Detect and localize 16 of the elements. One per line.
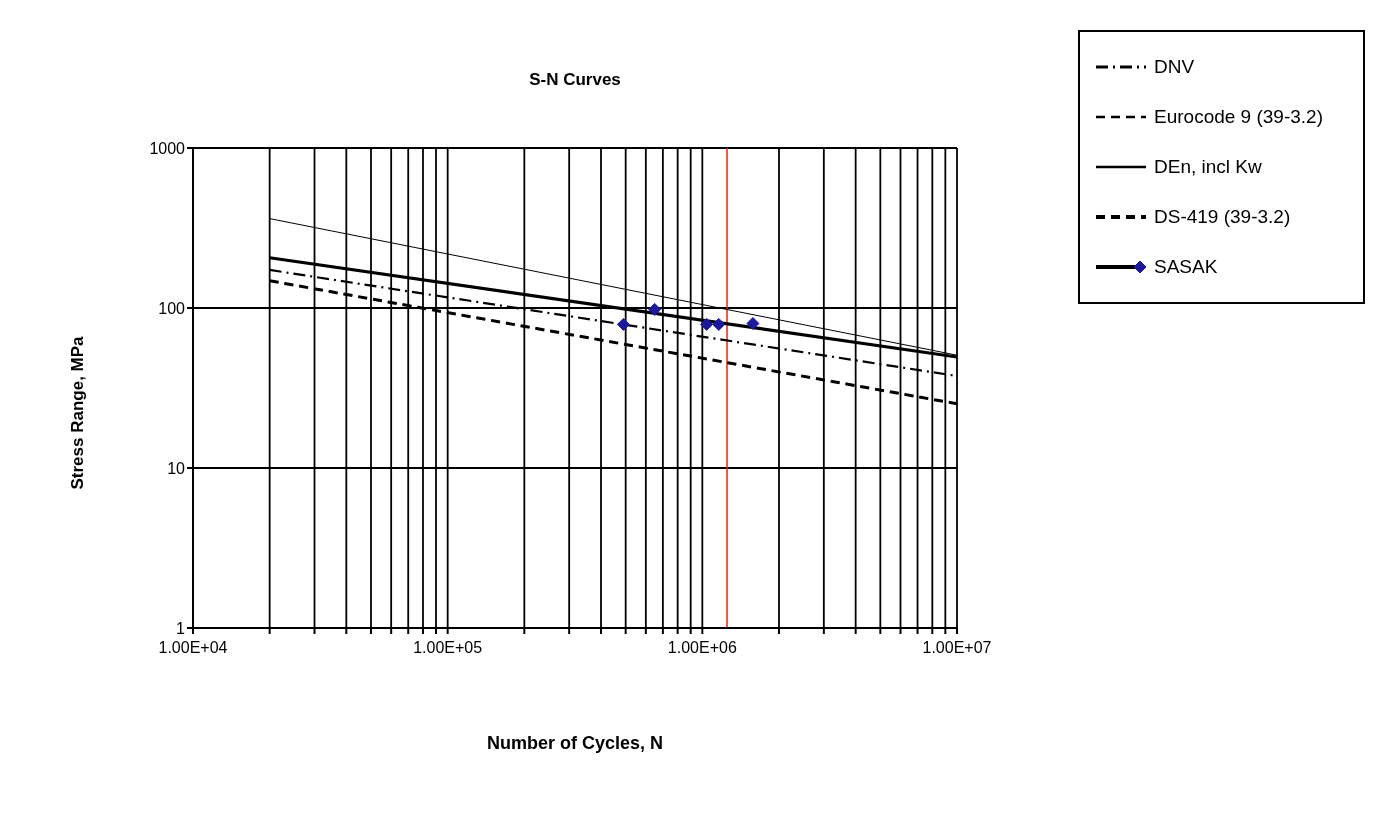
x-tick-label: 1.00E+06 (667, 639, 737, 657)
y-tick-label: 10 (167, 459, 186, 477)
x-tick-label: 1.00E+07 (922, 639, 992, 657)
legend-label: SASAK (1154, 256, 1218, 278)
x-axis-title: Number of Cycles, N (485, 733, 664, 754)
x-tick-label: 1.00E+05 (413, 639, 483, 657)
legend-label: Eurocode 9 (39-3.2) (1154, 106, 1323, 128)
chart-title: S-N Curves (528, 70, 622, 90)
legend-label: DS-419 (39-3.2) (1154, 206, 1291, 228)
legend-label: DNV (1154, 56, 1195, 78)
y-axis-title: Stress Range, MPa (68, 336, 88, 490)
y-tick-label: 1 (176, 619, 186, 637)
x-tick-label: 1.00E+04 (158, 639, 228, 657)
legend-label: DEn, incl Kw (1154, 156, 1262, 178)
y-tick-label: 1000 (149, 139, 186, 157)
y-tick-label: 100 (158, 299, 186, 317)
